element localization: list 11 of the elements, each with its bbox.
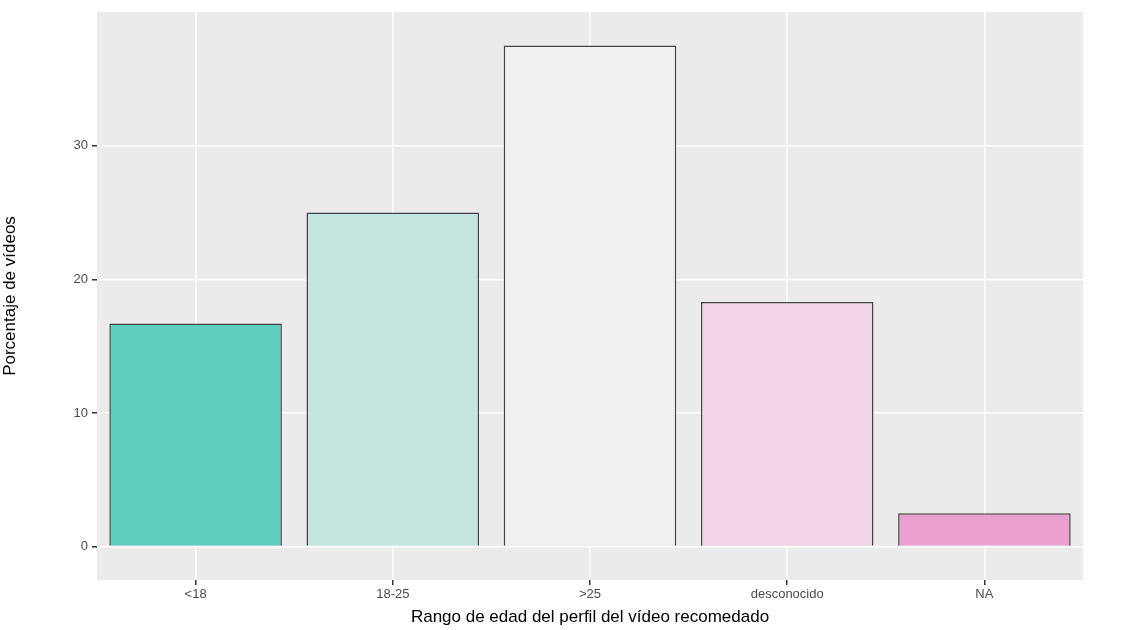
x-tick-label: <18 xyxy=(184,586,207,602)
x-axis-title: Rango de edad del perfil del vídeo recomedado xyxy=(410,607,770,627)
x-tick-label: 18-25 xyxy=(376,586,410,602)
x-tick-label: desconocido xyxy=(750,586,824,602)
y-tick-label: 20 xyxy=(73,270,88,286)
x-tick-label: NA xyxy=(975,586,994,602)
y-tick-label: 0 xyxy=(80,538,88,554)
y-axis-title: Porcentaje de vídeos xyxy=(0,216,19,376)
y-tick-label: 10 xyxy=(73,404,88,420)
x-tick-label: >25 xyxy=(578,586,602,602)
y-tick-label: 30 xyxy=(73,137,88,153)
